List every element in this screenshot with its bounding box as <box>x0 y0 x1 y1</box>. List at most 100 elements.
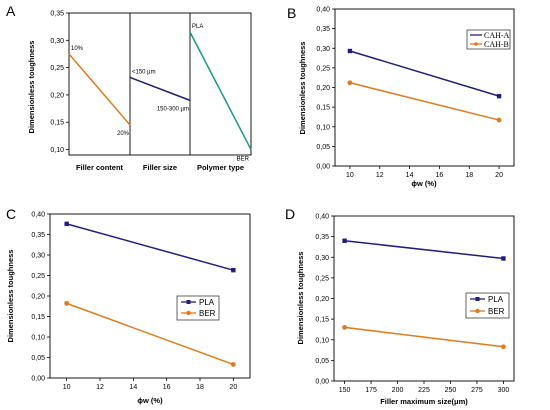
x-tick-label: 200 <box>392 387 404 394</box>
y-tick-label: 0,10 <box>316 124 330 131</box>
y-tick-label: 0,25 <box>315 275 329 282</box>
panel-c-legend: PLA BER <box>176 295 220 321</box>
y-tick-label: 0,15 <box>316 105 330 112</box>
x-tick-label: 20 <box>229 384 237 391</box>
data-point-circle <box>342 324 347 330</box>
series-line <box>344 326 504 348</box>
y-tick-label: 0,35 <box>50 11 64 18</box>
panel-b-legend: CAH-A CAH-B <box>466 29 511 50</box>
legend-label-pla: PLA <box>488 295 504 304</box>
legend-marker-pla <box>475 297 480 301</box>
y-tick-label: 0,15 <box>50 120 64 127</box>
y-tick-label: 0,30 <box>315 255 329 262</box>
y-tick-label: 0,10 <box>31 335 45 342</box>
y-tick-label: 0,00 <box>31 376 45 383</box>
y-tick-label: 0,35 <box>316 26 330 33</box>
panel-c-frame <box>49 213 251 379</box>
panel-d-legend: PLA BER <box>465 292 510 319</box>
y-tick-label: 0,40 <box>31 212 45 219</box>
panel-b: B 0,00 0,05 0,10 0,15 0,20 0,25 0,30 0,35 0,40 10… <box>287 5 515 188</box>
y-tick-label: 0,35 <box>315 234 329 241</box>
legend-label-cah-a: CAH-A <box>484 31 510 40</box>
x-tick-label: 275 <box>471 387 483 394</box>
point-label: PLA <box>192 24 203 30</box>
y-tick-label: 0,25 <box>31 273 45 280</box>
x-tick-label: 16 <box>163 384 171 391</box>
x-tick-label: 10 <box>63 384 71 391</box>
panel-c-letter: C <box>6 206 16 222</box>
x-tick-label: 20 <box>495 172 503 179</box>
panel-a-group-labels: Filler content Filler size Polymer type <box>76 163 244 172</box>
series-line <box>66 302 234 366</box>
y-tick-label: 0,20 <box>50 92 64 99</box>
series-line <box>189 31 252 150</box>
data-point-circle <box>64 300 70 306</box>
panel-a-frame <box>68 12 252 156</box>
panel-d-letter: D <box>285 206 295 222</box>
y-tick-label: 0,30 <box>50 38 64 45</box>
y-tick-label: 0,30 <box>316 46 330 53</box>
y-tick-label: 0,35 <box>31 232 45 239</box>
panel-c-y-label: Dimensionless toughness <box>6 250 15 343</box>
data-point-square <box>231 267 236 273</box>
y-tick-label: 0,10 <box>315 337 329 344</box>
y-tick-label: 0,00 <box>315 379 329 386</box>
data-point-square <box>501 256 506 261</box>
y-tick-label: 0,40 <box>316 7 330 14</box>
point-label: <150 µm <box>132 69 156 75</box>
panel-b-y-label: Dimensionless toughness <box>298 42 307 135</box>
panel-a-y-ticks: 0,35 0,30 0,25 0,20 0,15 0,10 <box>50 11 69 154</box>
legend-marker-ber <box>475 308 480 314</box>
data-point-circle <box>501 344 506 350</box>
panel-d-series <box>342 238 506 350</box>
y-tick-label: 0,15 <box>31 314 45 321</box>
y-tick-label: 0,00 <box>316 164 330 171</box>
y-tick-label: 0,05 <box>316 144 330 151</box>
panel-d-x-label: Filler maximum size(μm) <box>380 397 468 406</box>
legend-label-pla: PLA <box>199 298 215 307</box>
group-x-label: Filler content <box>76 163 124 172</box>
y-tick-label: 0,20 <box>315 296 329 303</box>
panel-b-x-label: ϕw (%) <box>411 179 437 188</box>
x-tick-label: 250 <box>445 387 457 394</box>
legend-label-ber: BER <box>488 307 505 316</box>
x-tick-label: 18 <box>465 172 473 179</box>
series-line <box>68 53 131 126</box>
group-x-label: Filler size <box>143 163 177 172</box>
data-point-square <box>64 221 69 227</box>
panel-a-series: 10% 20% <150 µm 150-300 µm PLA BER <box>68 24 252 163</box>
point-label: 20% <box>117 131 130 137</box>
y-tick-label: 0,05 <box>315 358 329 365</box>
panel-d-axes: 0,00 0,05 0,10 0,15 0,20 0,25 0,30 0,35 0,40 150 1… <box>315 214 509 395</box>
x-tick-label: 12 <box>376 172 384 179</box>
x-tick-label: 225 <box>418 387 430 394</box>
legend-marker-ber <box>186 310 191 316</box>
panel-a-letter: A <box>6 3 16 19</box>
y-tick-label: 0,05 <box>31 355 45 362</box>
x-tick-label: 150 <box>339 387 351 394</box>
x-tick-label: 18 <box>196 384 204 391</box>
legend-marker-cah-b <box>474 42 478 46</box>
panel-b-series <box>347 48 502 123</box>
point-label: 150-300 µm <box>157 106 189 112</box>
panel-c-series <box>64 221 236 367</box>
panel-c-legend-box <box>176 295 220 321</box>
point-label: 10% <box>71 46 84 52</box>
data-point-square <box>496 93 502 99</box>
y-tick-label: 0,40 <box>315 214 329 221</box>
x-tick-label: 10 <box>346 172 354 179</box>
x-tick-label: 12 <box>96 384 104 391</box>
panel-a: A 0,35 0,30 0,25 0,20 0,15 0,10 Dimensionless… <box>6 3 252 172</box>
y-tick-label: 0,15 <box>315 317 329 324</box>
y-tick-label: 0,10 <box>50 147 64 154</box>
x-tick-label: 14 <box>129 384 137 391</box>
y-tick-label: 0,30 <box>31 253 45 260</box>
y-tick-label: 0,25 <box>316 65 330 72</box>
y-tick-label: 0,20 <box>316 85 330 92</box>
data-point-circle <box>347 80 353 86</box>
x-tick-label: 175 <box>365 387 377 394</box>
legend-marker-pla <box>186 300 191 304</box>
panel-c-x-label: ϕw (%) <box>137 396 163 405</box>
series-line <box>349 50 500 97</box>
